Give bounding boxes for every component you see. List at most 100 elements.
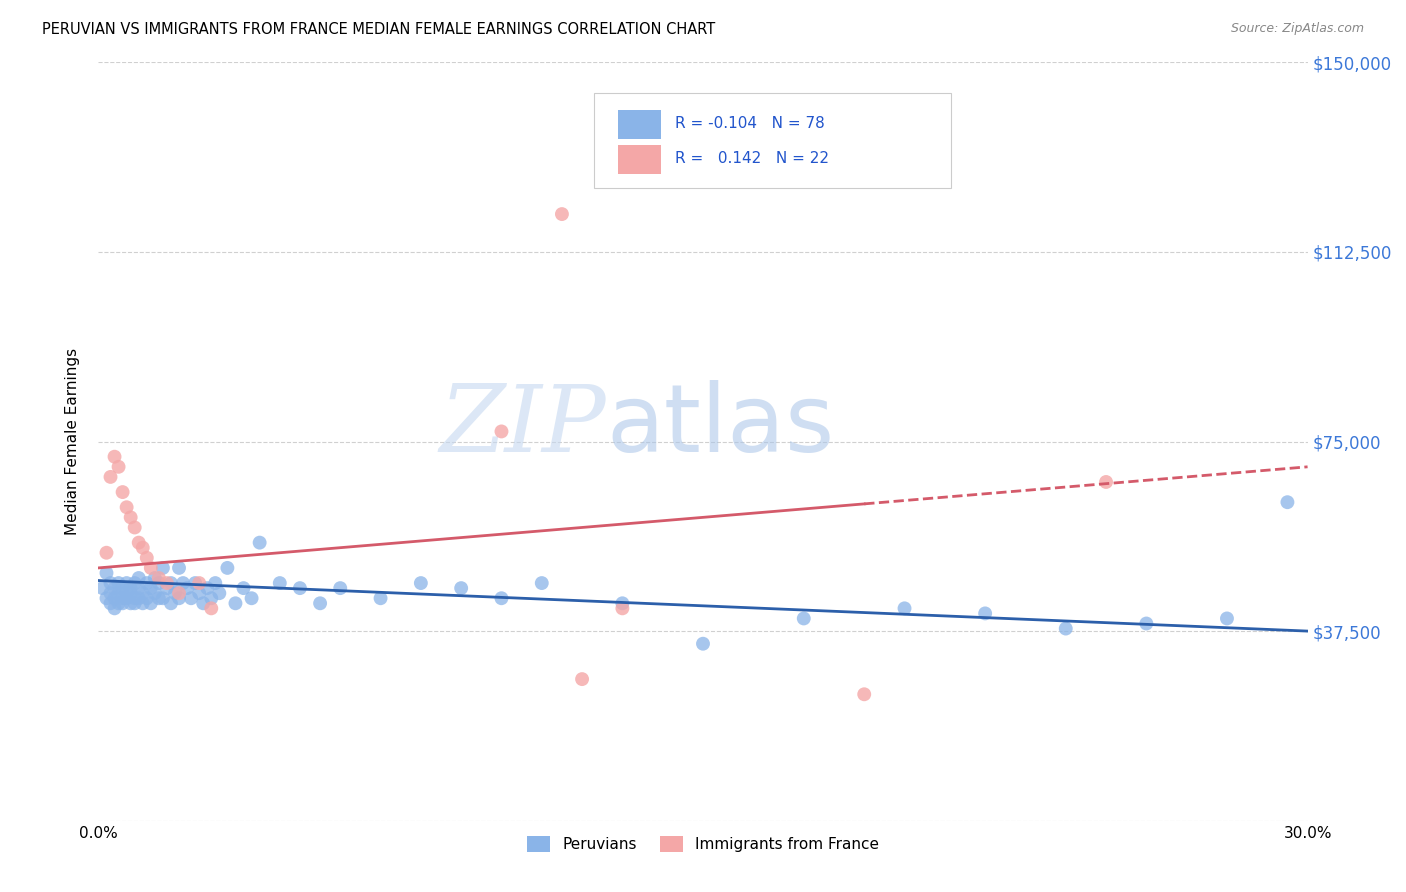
Text: atlas: atlas [606,380,835,473]
Point [148,591,170,606]
Point [217,561,239,575]
Point [450,581,472,595]
Point [120,586,142,600]
Point [200,591,222,606]
Point [124,576,146,591]
Point [91,581,114,595]
Point [1135,616,1157,631]
Point [1054,622,1077,636]
Point [135,550,157,565]
FancyBboxPatch shape [619,145,661,174]
Point [974,607,997,621]
Point [120,510,142,524]
Point [107,576,129,591]
Point [124,596,146,610]
Point [103,581,125,595]
Point [491,425,513,439]
Point [1095,475,1118,489]
Point [111,581,134,595]
Point [100,586,122,600]
Point [184,576,207,591]
Point [288,581,311,595]
Point [172,576,194,591]
Point [160,576,183,591]
Point [1216,611,1239,625]
FancyBboxPatch shape [595,93,950,187]
Text: Source: ZipAtlas.com: Source: ZipAtlas.com [1230,22,1364,36]
Point [152,591,174,606]
Point [143,571,166,585]
Point [115,586,138,600]
Point [893,601,915,615]
Point [111,485,134,500]
Point [1277,495,1299,509]
Point [135,576,157,591]
Point [143,586,166,600]
Point [200,601,222,615]
Point [249,535,271,549]
Point [120,596,142,610]
Text: R = -0.104   N = 78: R = -0.104 N = 78 [675,116,825,131]
Point [152,561,174,575]
Point [139,596,162,610]
Point [160,596,183,610]
Point [135,591,157,606]
Point [240,591,263,606]
Point [120,581,142,595]
Point [167,586,190,600]
Point [115,576,138,591]
Point [128,591,150,606]
Point [100,596,122,610]
Point [124,520,146,534]
Point [148,571,170,585]
Text: PERUVIAN VS IMMIGRANTS FROM FRANCE MEDIAN FEMALE EARNINGS CORRELATION CHART: PERUVIAN VS IMMIGRANTS FROM FRANCE MEDIA… [42,22,716,37]
Point [193,596,215,610]
Point [612,596,634,610]
Text: R =   0.142   N = 22: R = 0.142 N = 22 [675,152,830,166]
Point [167,561,190,575]
Point [96,566,118,580]
Point [96,546,118,560]
Point [100,576,122,591]
Point [269,576,291,591]
Point [232,581,254,595]
Point [111,596,134,610]
Point [208,586,231,600]
Point [148,576,170,591]
Point [224,596,246,610]
Point [188,586,211,600]
Point [188,576,211,591]
FancyBboxPatch shape [619,111,661,139]
Point [107,459,129,474]
Point [139,581,162,595]
Point [180,591,202,606]
Point [195,581,218,595]
Point [793,611,815,625]
Point [111,591,134,606]
Point [103,601,125,615]
Point [107,586,129,600]
Point [163,586,186,600]
Point [530,576,553,591]
Point [96,591,118,606]
Y-axis label: Median Female Earnings: Median Female Earnings [65,348,80,535]
Point [128,535,150,549]
Text: ZIP: ZIP [440,382,606,471]
Point [124,591,146,606]
Point [103,450,125,464]
Legend: Peruvians, Immigrants from France: Peruvians, Immigrants from France [522,830,884,858]
Point [139,561,162,575]
Point [115,591,138,606]
Point [571,672,593,686]
Point [309,596,332,610]
Point [132,541,155,555]
Point [156,581,179,595]
Point [100,470,122,484]
Point [132,596,155,610]
Point [370,591,392,606]
Point [612,601,634,615]
Point [128,571,150,585]
Point [107,596,129,610]
Point [103,591,125,606]
Point [491,591,513,606]
